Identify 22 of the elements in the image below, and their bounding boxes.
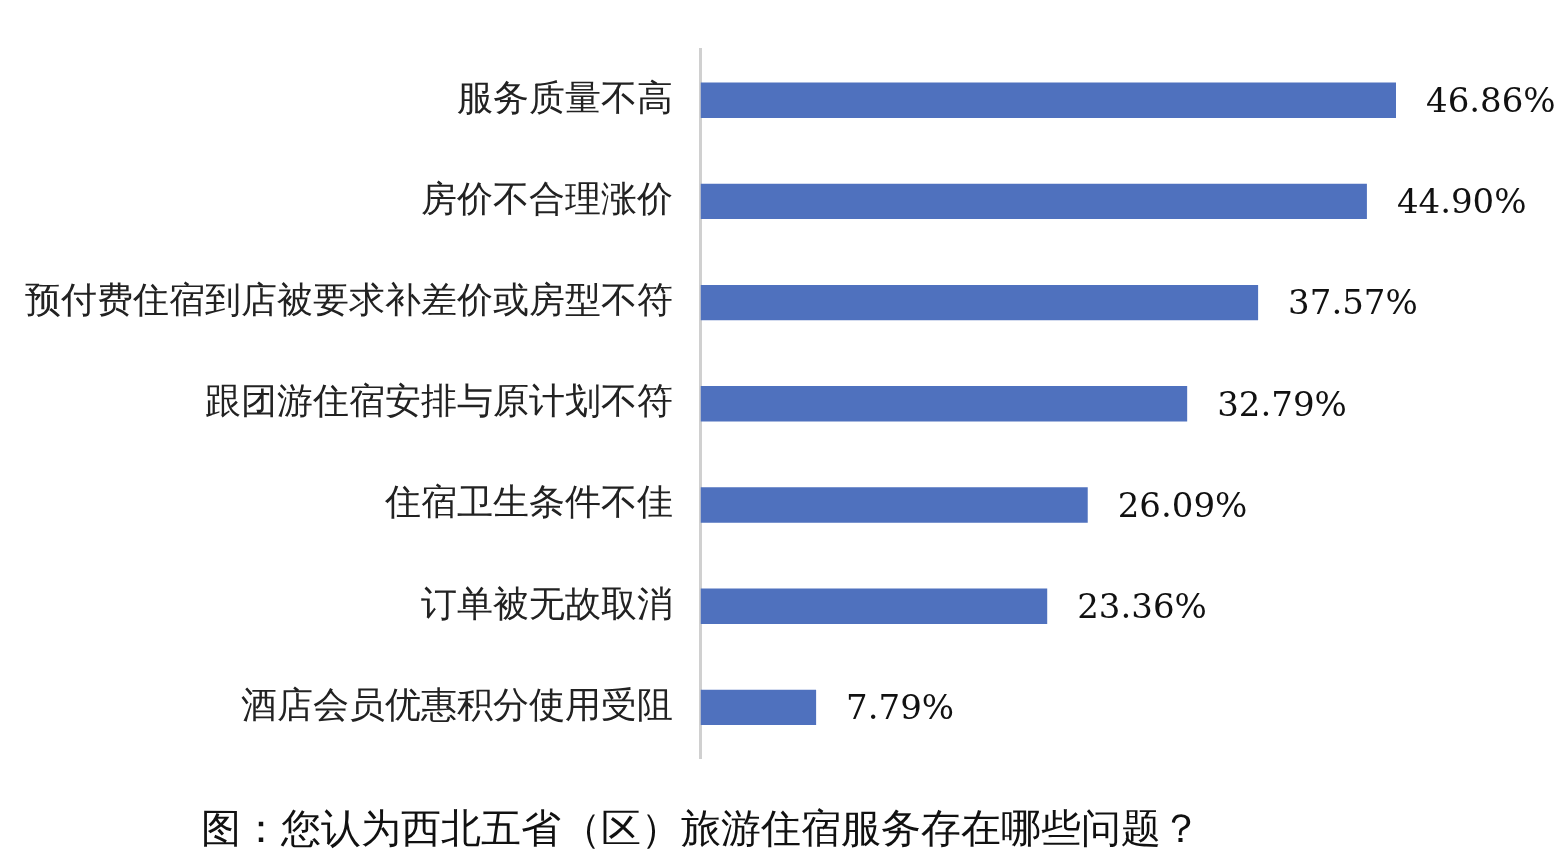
y-tick-label: 服务质量不高 [456, 76, 673, 118]
text: 图：您认为西北五省（区）旅游住宿服务存在哪些问题？ [200, 805, 1201, 852]
y-tick-label: 房价不合理涨价 [420, 177, 673, 219]
data-label: 7.79% [846, 687, 955, 728]
data-label: 46.86% [1426, 80, 1556, 121]
bar [700, 487, 1088, 523]
y-tick-label: 跟团游住宿安排与原计划不符 [204, 380, 673, 422]
bar [700, 386, 1188, 422]
y-tick-label: 预付费住宿到店被要求补差价或房型不符 [24, 278, 673, 320]
y-tick-label: 订单被无故取消 [420, 582, 673, 624]
bar [700, 284, 1259, 321]
data-label: 37.57% [1288, 282, 1418, 323]
bar [700, 183, 1367, 220]
data-label: 44.90% [1396, 181, 1527, 222]
bar [700, 588, 1048, 624]
y-tick-label: 住宿卫生条件不佳 [383, 481, 673, 523]
data-label: 26.09% [1117, 484, 1248, 525]
bar [700, 82, 1396, 118]
data-label: 23.36% [1077, 586, 1207, 627]
data-label: 32.79% [1217, 383, 1347, 424]
y-tick-label: 酒店会员优惠积分使用受阻 [240, 683, 673, 725]
bar [700, 689, 817, 726]
